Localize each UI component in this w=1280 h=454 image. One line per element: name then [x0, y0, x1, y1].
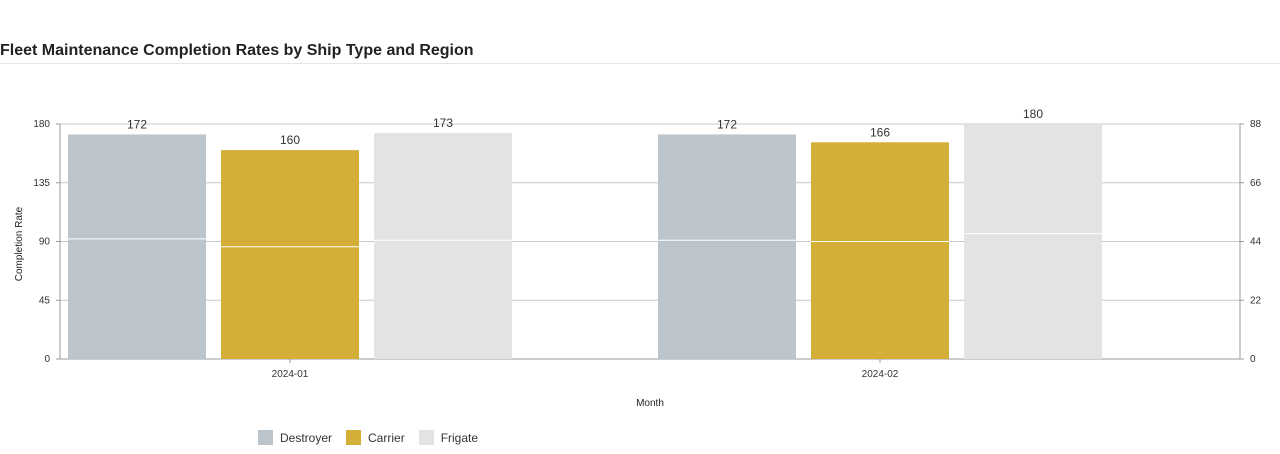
y-axis-title: Completion Rate	[14, 206, 25, 281]
bar-value-label: 172	[127, 117, 147, 131]
y-tick-label: 45	[39, 295, 51, 306]
legend-item-carrier[interactable]: Carrier	[346, 430, 405, 445]
bar-value-label: 173	[433, 116, 453, 130]
x-axis-title: Month	[636, 398, 664, 409]
y2-tick-label: 88	[1250, 119, 1262, 130]
y2-tick-label: 22	[1250, 295, 1262, 306]
legend-swatch	[418, 430, 434, 445]
legend-label: Carrier	[368, 430, 405, 445]
bar-value-label: 160	[280, 133, 300, 147]
bar-frigate	[374, 133, 512, 359]
bar-destroyer	[658, 134, 796, 359]
bar-frigate	[964, 124, 1102, 359]
bar-destroyer	[68, 134, 206, 359]
legend-item-destroyer[interactable]: Destroyer	[258, 430, 332, 445]
legend-label: Frigate	[440, 430, 479, 445]
legend: Destroyer Carrier Frigate	[258, 430, 478, 445]
y2-tick-label: 44	[1250, 237, 1262, 248]
y-tick-label: 0	[44, 354, 50, 365]
bar-value-label: 166	[870, 125, 890, 139]
value-labels: 172 160 173 172 166 180	[127, 107, 1043, 147]
y-tick-label: 135	[33, 178, 50, 189]
x-tick-label: 2024-01	[272, 369, 309, 380]
chart-title: Fleet Maintenance Completion Rates by Sh…	[0, 42, 474, 59]
y2-tick-label: 66	[1250, 178, 1262, 189]
legend-swatch	[258, 430, 273, 445]
y2-tick-label: 0	[1250, 354, 1256, 365]
legend-label: Destroyer	[280, 430, 333, 445]
bars	[68, 124, 1102, 359]
legend-swatch	[346, 430, 362, 445]
bar-value-label: 172	[717, 117, 737, 131]
y-tick-label: 180	[33, 119, 50, 130]
title-bar: Fleet Maintenance Completion Rates by Sh…	[0, 0, 1280, 64]
bar-carrier	[221, 150, 359, 359]
legend-item-frigate[interactable]: Frigate	[418, 430, 479, 445]
y-tick-label: 90	[39, 237, 51, 248]
bar-value-label: 180	[1023, 107, 1043, 121]
bar-carrier	[811, 142, 949, 359]
bar-chart: 172 160 173 172 166 180 0 45 90 135 180 0 22 44 66 88 2…	[14, 107, 1262, 409]
x-tick-label: 2024-02	[862, 369, 899, 380]
axes: 0 45 90 135 180 0 22 44 66 88 2024-01 2024-02	[33, 119, 1261, 380]
